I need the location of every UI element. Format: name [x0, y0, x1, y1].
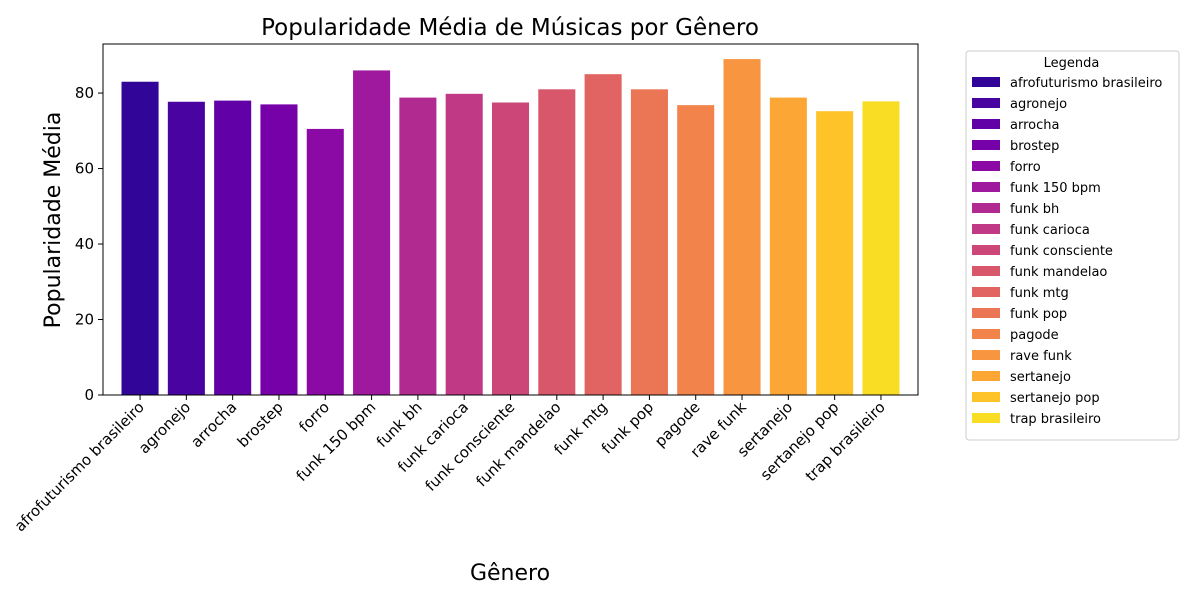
y-tick-label: 80 [75, 84, 94, 102]
legend-entry-label: forro [1010, 160, 1041, 175]
bar-agronejo [167, 101, 205, 395]
legend-swatch [972, 413, 1000, 423]
legend-swatch [972, 77, 1000, 87]
legend-entry-label: pagode [1010, 328, 1059, 343]
legend-entry-label: funk mtg [1010, 286, 1069, 301]
x-axis-label: Gênero [470, 561, 550, 586]
legend-swatch [972, 266, 1000, 276]
legend-entry-label: funk carioca [1010, 223, 1090, 238]
bar-rave-funk [723, 59, 761, 395]
legend-entry-label: rave funk [1010, 349, 1072, 364]
bar-afrofuturismo-brasileiro [121, 81, 159, 396]
legend-swatch [972, 287, 1000, 297]
bar-pagode [677, 105, 715, 395]
legend-swatch [972, 224, 1000, 234]
legend-entry-label: sertanejo [1010, 370, 1071, 385]
bar-brostep [260, 104, 298, 395]
bar-funk-pop [630, 89, 668, 395]
legend-swatch [972, 182, 1000, 192]
legend-swatch [972, 392, 1000, 402]
bars-layer [121, 59, 900, 396]
legend-entry-label: funk pop [1010, 307, 1067, 322]
legend-swatch [972, 119, 1000, 129]
legend-swatch [972, 245, 1000, 255]
y-tick-label: 20 [75, 311, 94, 329]
legend-swatch [972, 140, 1000, 150]
bar-sertanejo-pop [816, 111, 854, 396]
legend: Legenda afrofuturismo brasileiro agronejo a… [965, 50, 1180, 441]
bar-forro [306, 128, 344, 396]
bar-arrocha [214, 100, 252, 396]
bar-funk-mandelao [538, 89, 576, 395]
legend-swatch [972, 161, 1000, 171]
bar-sertanejo [769, 97, 807, 395]
legend-entry-label: funk bh [1010, 202, 1059, 217]
legend-swatch [972, 308, 1000, 318]
y-tick-label: 60 [75, 160, 94, 178]
legend-swatch [972, 329, 1000, 339]
x-tick-label: afrofuturismo brasileiro [11, 398, 148, 535]
x-tick-label: brostep [234, 398, 287, 451]
legend-entry-label: trap brasileiro [1010, 412, 1101, 427]
legend-swatch [972, 371, 1000, 381]
x-tick-label: trap brasileiro [802, 398, 889, 485]
legend-entry-label: agronejo [1010, 97, 1067, 112]
legend-entry-label: brostep [1010, 139, 1059, 154]
x-tick-label: funk 150 bpm [293, 398, 380, 485]
bar-funk-consciente [491, 102, 530, 395]
x-tick-label: forro [295, 398, 333, 436]
x-tick-label: arrocha [187, 398, 240, 451]
y-tick-label: 0 [84, 386, 94, 404]
legend-swatch [972, 203, 1000, 213]
bar-funk-carioca [445, 93, 483, 395]
legend-box [965, 50, 1180, 441]
chart-title: Popularidade Média de Músicas por Gênero [261, 15, 759, 41]
bar-funk-150-bpm [353, 70, 391, 396]
legend-title: Legenda [1044, 56, 1100, 71]
bar-trap-brasileiro [862, 101, 900, 396]
legend-swatch [972, 350, 1000, 360]
legend-entry-label: sertanejo pop [1010, 391, 1100, 406]
legend-entry-label: funk consciente [1010, 244, 1113, 259]
y-axis-label: Popularidade Média [41, 112, 66, 329]
legend-entry-label: afrofuturismo brasileiro [1010, 76, 1162, 91]
legend-entry-label: funk mandelao [1010, 265, 1107, 280]
legend-swatch [972, 98, 1000, 108]
bar-funk-bh [399, 97, 437, 395]
bar-funk-mtg [584, 74, 622, 395]
legend-entry-label: funk 150 bpm [1010, 181, 1101, 196]
legend-entry-label: arrocha [1010, 118, 1059, 133]
y-tick-label: 40 [75, 235, 94, 253]
